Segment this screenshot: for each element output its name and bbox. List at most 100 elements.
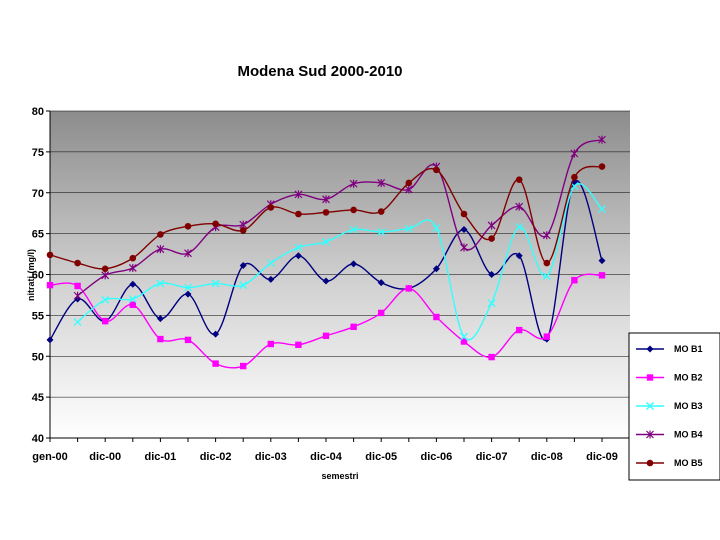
data-point-mo-b5 [377,208,385,215]
data-point-mo-b3 [128,295,137,303]
legend-label: MO B4 [674,430,703,440]
data-point-mo-b2 [129,301,136,308]
data-point-mo-b5 [322,209,330,216]
data-point-mo-b4 [101,271,110,280]
series-mo-b2 [46,272,606,370]
data-point-mo-b2 [212,360,219,367]
data-point-mo-b3 [515,223,524,232]
data-point-mo-b3 [460,332,468,341]
x-tick-label: dic-05 [365,451,397,463]
x-tick-label: dic-09 [586,451,618,463]
data-point-mo-b1 [432,265,440,273]
data-point-mo-b1 [377,279,385,287]
data-point-mo-b5 [488,235,495,242]
data-point-mo-b1 [488,271,496,278]
chart-title: Modena Sud 2000-2010 [237,63,402,80]
legend-label: MO B1 [674,344,703,354]
series-lines [46,135,606,370]
data-point-mo-b3 [266,259,275,268]
legend-item-mo-b4: MO B4 [636,430,703,440]
data-point-mo-b3 [156,279,165,288]
data-point-mo-b4 [487,221,496,230]
data-point-mo-b3 [294,243,303,252]
axes [49,111,630,442]
data-point-mo-b2 [460,338,468,345]
data-point-mo-b5 [405,179,413,187]
data-point-mo-b5 [184,222,192,230]
data-point-mo-b5 [74,259,81,267]
x-tick-label: gen-00 [32,451,67,463]
y-tick-label: 45 [32,392,44,404]
data-point-mo-b5 [460,210,468,218]
data-point-mo-b1 [46,336,54,344]
data-point-mo-b1 [184,290,192,298]
y-tick-label: 80 [32,106,44,118]
data-point-mo-b5 [598,163,606,170]
data-point-mo-b3 [404,224,413,233]
legend-label: MO B2 [674,373,703,383]
data-point-mo-b1 [294,252,302,260]
data-point-mo-b3 [432,223,441,232]
data-point-mo-b3 [542,272,551,281]
data-point-mo-b3 [239,281,248,290]
x-tick-label: dic-03 [255,451,287,463]
data-point-mo-b4 [128,263,137,272]
data-point-mo-b3 [349,225,358,234]
data-point-mo-b3 [184,283,192,292]
data-point-mo-b5 [129,254,137,262]
data-point-mo-b2 [46,281,54,289]
data-point-mo-b2 [350,323,357,331]
legend-item-mo-b5: MO B5 [636,458,703,468]
y-tick-label: 70 [32,188,44,200]
data-point-mo-b3 [487,299,496,308]
data-point-mo-b5 [157,231,164,238]
legend-item-mo-b2: MO B2 [636,373,703,383]
data-point-mo-b1 [156,315,164,323]
data-point-mo-b2 [157,335,164,343]
data-point-mo-b5 [350,206,357,214]
y-tick-label: 65 [32,229,44,241]
data-point-mo-b4 [377,178,386,187]
data-point-mo-b4 [460,243,468,252]
data-point-mo-b2 [598,272,606,279]
data-point-mo-b3 [211,279,220,288]
x-tick-label: dic-02 [200,451,232,463]
data-point-mo-b4 [322,195,330,204]
data-point-mo-b5 [571,173,578,181]
data-point-mo-b2 [488,353,495,361]
data-point-mo-b4 [598,135,606,144]
data-point-mo-b1 [129,280,137,288]
data-point-mo-b2 [433,313,440,321]
series-mo-b5 [46,163,606,273]
x-tick-label: dic-04 [310,451,343,463]
data-point-mo-b2 [516,326,523,334]
data-point-mo-b1 [598,257,606,265]
legend-marker [646,459,654,467]
data-point-mo-b5 [101,265,109,273]
x-tick-label: dic-01 [145,451,177,463]
y-tick-label: 60 [32,270,44,282]
data-point-mo-b3 [73,317,82,326]
data-point-mo-b5 [239,227,247,234]
data-point-mo-b4 [156,245,165,254]
data-point-mo-b5 [515,176,523,183]
data-point-mo-b1 [212,330,220,338]
data-point-mo-b3 [322,237,330,246]
data-point-mo-b4 [570,149,579,158]
data-point-mo-b5 [433,166,440,174]
data-point-mo-b2 [543,333,550,340]
data-point-mo-b2 [184,336,192,344]
data-point-mo-b2 [378,309,385,317]
x-tick-label: dic-08 [531,451,563,463]
data-point-mo-b5 [543,259,551,267]
data-point-mo-b5 [212,220,219,228]
y-tick-label: 75 [32,147,44,159]
data-point-mo-b2 [267,340,274,348]
legend-marker [646,402,654,410]
data-point-mo-b4 [404,185,413,194]
y-axis-label: nitrati (mg/l) [26,249,36,301]
data-point-mo-b1 [515,252,523,260]
gridlines [46,110,630,439]
data-point-mo-b2 [295,341,302,349]
